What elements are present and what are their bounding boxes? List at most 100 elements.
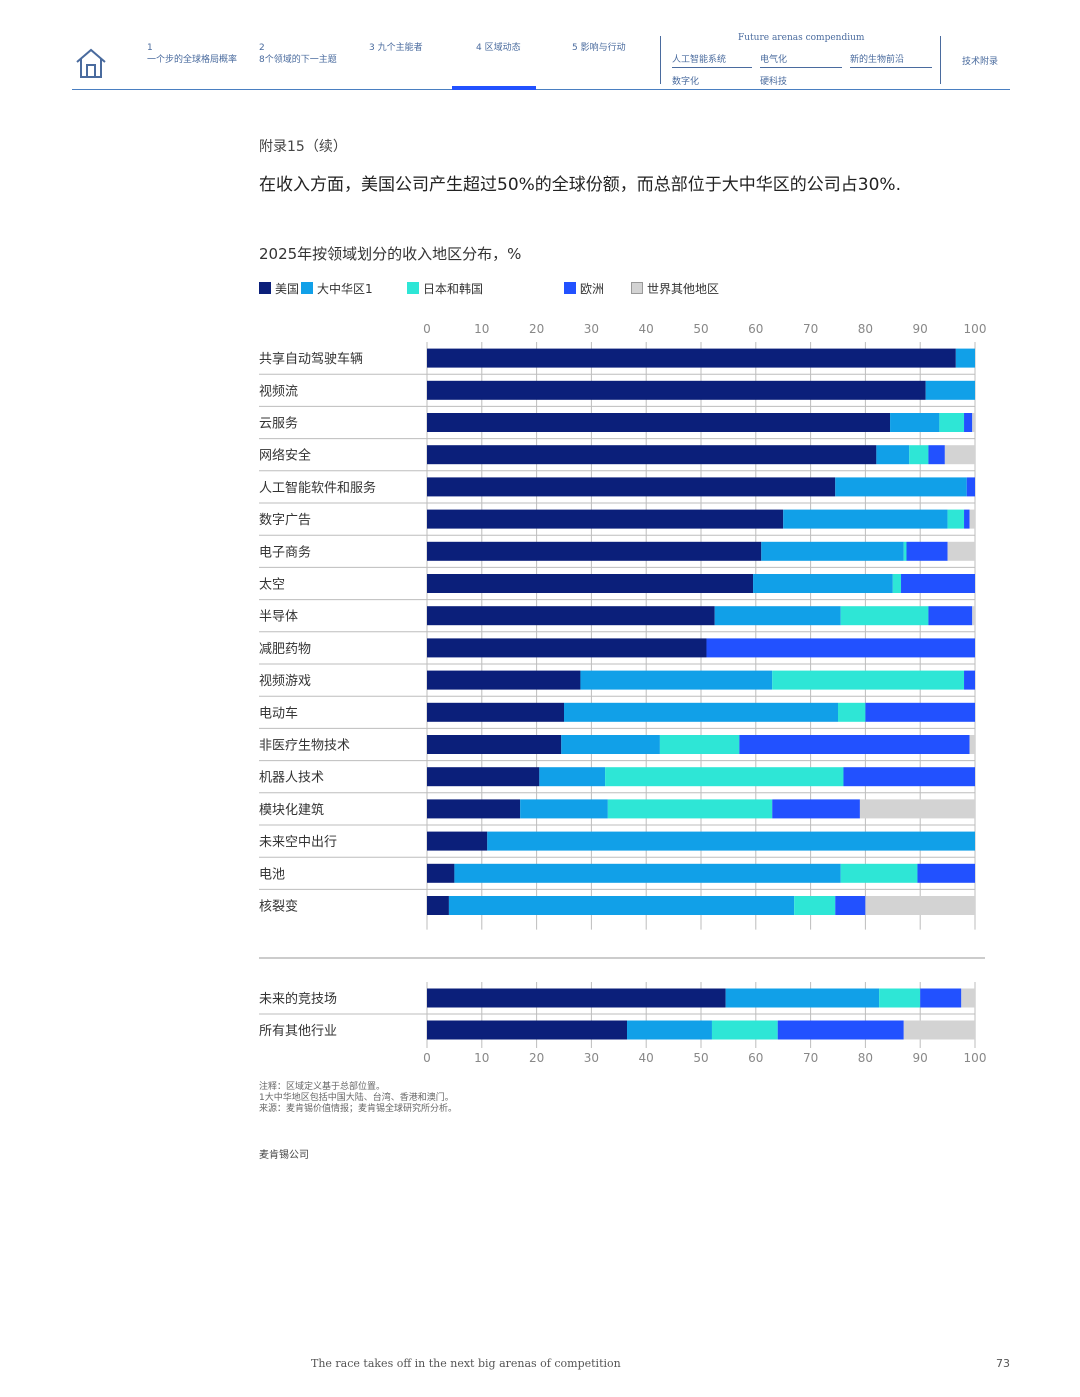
compendium-item-bio[interactable]: 新的生物前沿: [850, 52, 932, 68]
legend-item-china: 大中华区1: [301, 280, 373, 297]
main-bar-rest: [972, 413, 975, 432]
legend-swatch-japan-korea: [407, 282, 419, 294]
tick-label: 20: [529, 322, 544, 336]
main-bar-us: [427, 638, 707, 658]
legend-label: 欧洲: [580, 282, 605, 296]
main-category-label: 电子商务: [259, 544, 311, 560]
main-bar-japan_korea: [794, 896, 836, 915]
main-bar-china: [955, 348, 975, 368]
nav-tech-appendix[interactable]: 技术附录: [962, 57, 999, 67]
main-bar-us: [427, 702, 564, 722]
compendium-item-electrification[interactable]: 电气化: [760, 52, 842, 68]
nav-tab-5[interactable]: 5 影响与行动: [572, 42, 627, 54]
legend-swatch-rest: [631, 282, 643, 294]
summary-bar-europe: [920, 988, 962, 1008]
compendium-item-ai[interactable]: 人工智能系统: [672, 52, 752, 68]
main-bar-china: [448, 896, 795, 915]
summary-category-label: 所有其他行业: [259, 1024, 337, 1039]
compendium-title: Future arenas compendium: [738, 33, 865, 43]
compendium-item-hardtech[interactable]: 硬科技: [760, 77, 788, 87]
tick-label: 60: [748, 1051, 763, 1065]
summary-bar-china: [725, 988, 880, 1008]
tick-label: 80: [858, 322, 873, 336]
main-bar-rest: [947, 541, 975, 561]
summary-bar-us: [427, 988, 726, 1008]
main-bar-europe: [917, 863, 975, 883]
main-bar-china: [890, 413, 940, 432]
main-bar-europe: [739, 735, 970, 754]
main-bar-europe: [706, 638, 975, 658]
main-bar-china: [714, 606, 841, 626]
main-bar-china: [539, 767, 606, 787]
tick-label: 30: [584, 1051, 599, 1065]
main-bar-rest: [972, 606, 975, 626]
nav-tab-3[interactable]: 3 九个主能者: [369, 42, 429, 54]
nav-tab-4[interactable]: 4 区域动态: [476, 42, 526, 54]
nav-tab-number: 1: [147, 43, 153, 53]
legend-item-us: 美国: [259, 280, 299, 297]
tick-label: 90: [913, 1051, 928, 1065]
main-bar-china: [561, 735, 660, 754]
nav-tab-label: 5 影响与行动: [572, 43, 626, 53]
nav-tab-number: 2: [259, 43, 265, 53]
main-bar-rest: [865, 896, 975, 915]
chart-title: 2025年按领域划分的收入地区分布，%: [259, 245, 522, 263]
main-bar-us: [427, 799, 521, 819]
main-category-label: 太空: [259, 578, 285, 593]
main-bar-japan_korea: [909, 445, 929, 465]
summary-bar-rest: [961, 988, 975, 1008]
main-bar-europe: [966, 477, 975, 497]
main-bar-china: [520, 799, 608, 819]
legend-swatch-us: [259, 282, 271, 294]
note-line: 1大中华地区包括中国大陆、台湾、香港和澳门。: [259, 1093, 454, 1103]
legend-item-japan-korea: 日本和韩国: [407, 280, 483, 297]
nav-tab-2[interactable]: 2 8个领域的下一主题: [259, 42, 349, 66]
note-line: 来源：麦肯锡价值情报；麦肯锡全球研究所分析。: [259, 1104, 458, 1114]
page-number: 73: [996, 1357, 1010, 1370]
legend-swatch-europe: [564, 282, 576, 294]
top-navigation: 1 一个步的全球格局概率 2 8个领域的下一主题 3 九个主能者 4 区域动态 …: [0, 0, 1080, 92]
legend-item-europe: 欧洲: [564, 280, 604, 297]
main-category-label: 云服务: [259, 416, 298, 432]
nav-divider: [940, 36, 941, 84]
main-bar-china: [761, 541, 904, 561]
main-category-label: 半导体: [259, 610, 298, 625]
legend-label: 日本和韩国: [423, 282, 484, 296]
compendium-item-digital[interactable]: 数字化: [672, 77, 700, 87]
legend-label: 美国: [275, 282, 300, 296]
source-brand: 麦肯锡公司: [259, 1150, 309, 1161]
nav-divider: [660, 36, 661, 84]
main-bar-us: [427, 477, 836, 497]
nav-underline: [72, 89, 1010, 90]
home-icon[interactable]: [74, 46, 108, 80]
main-category-label: 电动车: [259, 705, 298, 721]
tick-label: 60: [748, 322, 763, 336]
main-category-label: 网络安全: [259, 448, 311, 464]
main-bar-europe: [964, 413, 973, 432]
nav-tab-label: 3 九个主能者: [369, 43, 423, 53]
tick-label: 0: [423, 1051, 431, 1065]
main-bar-japan_korea: [892, 574, 902, 593]
main-bar-us: [427, 767, 540, 787]
summary-bar-rest: [903, 1020, 975, 1040]
main-category-label: 减肥药物: [259, 642, 311, 657]
main-category-label: 模块化建筑: [259, 802, 324, 818]
main-category-label: 非医疗生物技术: [259, 739, 350, 754]
nav-tab-label: 4 区域动态: [476, 43, 521, 53]
main-bar-rest: [969, 509, 975, 529]
main-bar-europe: [865, 702, 975, 722]
main-bar-us: [427, 831, 488, 851]
main-bar-us: [427, 413, 891, 432]
summary-bar-us: [427, 1020, 628, 1040]
main-bar-us: [427, 509, 784, 529]
nav-tab-1[interactable]: 1 一个步的全球格局概率: [147, 42, 237, 66]
main-bar-japan_korea: [939, 413, 965, 432]
main-bar-china: [487, 831, 975, 851]
main-bar-us: [427, 896, 449, 915]
tick-label: 50: [693, 1051, 708, 1065]
headline: 在收入方面，美国公司产生超过50%的全球份额，而总部位于大中华区的公司占30%.: [259, 175, 901, 195]
main-bar-europe: [901, 574, 975, 593]
main-bar-china: [835, 477, 967, 497]
tick-label: 20: [529, 1051, 544, 1065]
main-bar-europe: [772, 799, 860, 819]
